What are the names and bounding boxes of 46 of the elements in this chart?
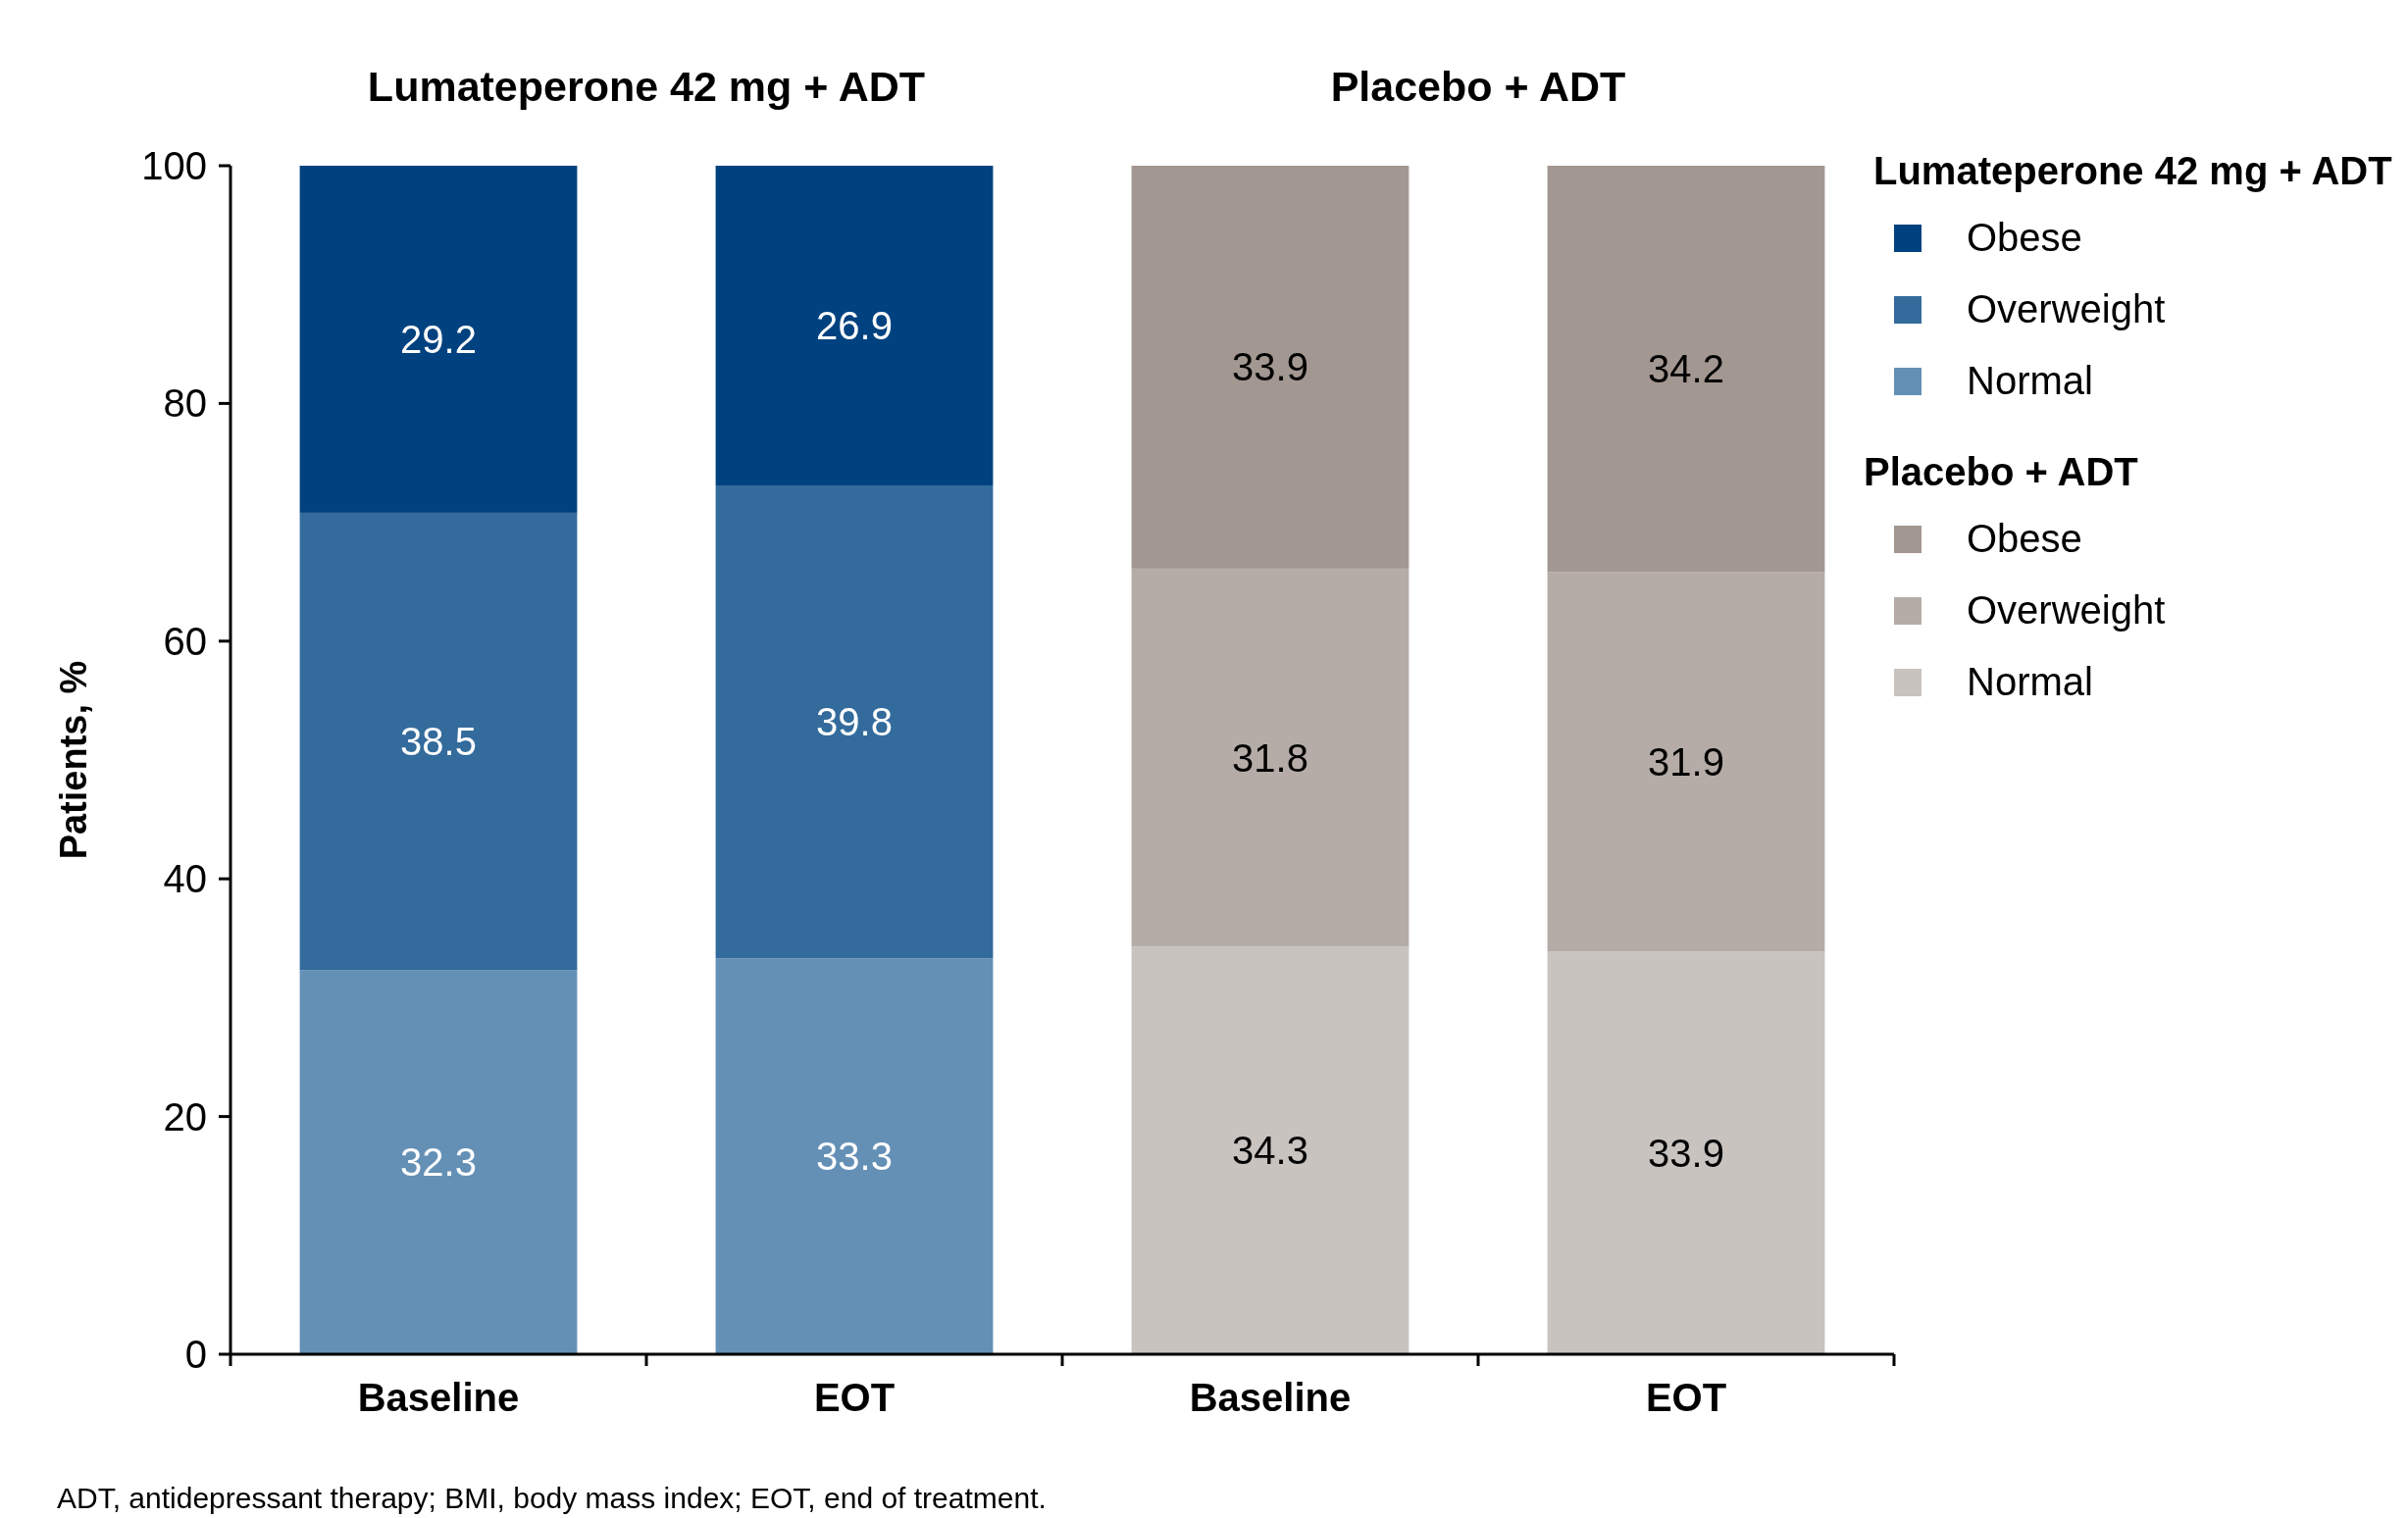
- x-tick-label: EOT: [1645, 1376, 1727, 1419]
- y-tick-label: 80: [163, 381, 207, 426]
- annotation: Placebo + ADT: [1864, 450, 2138, 493]
- data-label: 33.9: [1648, 1131, 1724, 1175]
- bar: [1131, 166, 1409, 569]
- bar: [1547, 572, 1825, 952]
- data-label: 31.9: [1648, 739, 1724, 784]
- data-label: 26.9: [816, 304, 893, 348]
- bar: [1547, 166, 1825, 573]
- y-tick-label: 0: [184, 1333, 207, 1376]
- legend-label: Overweight: [1967, 287, 2166, 330]
- x-tick-label: Baseline: [357, 1376, 520, 1419]
- legend-label: Obese: [1967, 517, 2082, 560]
- data-label: 34.3: [1232, 1129, 1308, 1173]
- legend-label: Overweight: [1967, 588, 2166, 632]
- data-label: 34.2: [1648, 347, 1724, 391]
- legend-label: Obese: [1967, 216, 2082, 259]
- data-label: 39.8: [816, 700, 893, 744]
- x-tick-label: EOT: [813, 1376, 896, 1419]
- data-label: 29.2: [400, 317, 477, 361]
- legend-label: Normal: [1967, 359, 2093, 402]
- bar: [715, 485, 994, 959]
- bar: [715, 166, 994, 486]
- data-label: 38.5: [400, 720, 477, 764]
- y-tick-label: 60: [163, 619, 207, 663]
- y-tick-label: 20: [163, 1094, 207, 1138]
- y-tick-label: 100: [141, 144, 207, 187]
- annotation: Lumateperone 42 mg + ADT: [1873, 149, 2392, 192]
- bar: [299, 512, 578, 971]
- text: Placebo + ADT: [1330, 63, 1626, 110]
- data-label: 33.3: [816, 1135, 893, 1179]
- x-tick-label: Baseline: [1189, 1376, 1352, 1419]
- data-label: 32.3: [400, 1140, 477, 1185]
- bar: [1131, 946, 1409, 1354]
- y-axis-title: Patients, %: [53, 660, 94, 860]
- bar: [1131, 568, 1409, 947]
- legend-label: Normal: [1967, 660, 2093, 703]
- bar: [1547, 951, 1825, 1354]
- bar: [299, 970, 578, 1354]
- data-label: 31.8: [1232, 735, 1308, 780]
- y-tick-label: 40: [163, 857, 207, 901]
- bar: [715, 958, 994, 1354]
- text: ADT, antidepressant therapy; BMI, body mass index; EOT, end of treatment.: [57, 1482, 1047, 1514]
- data-label: 33.9: [1232, 345, 1308, 389]
- text: Lumateperone 42 mg + ADT: [367, 63, 926, 110]
- bar: [299, 166, 578, 513]
